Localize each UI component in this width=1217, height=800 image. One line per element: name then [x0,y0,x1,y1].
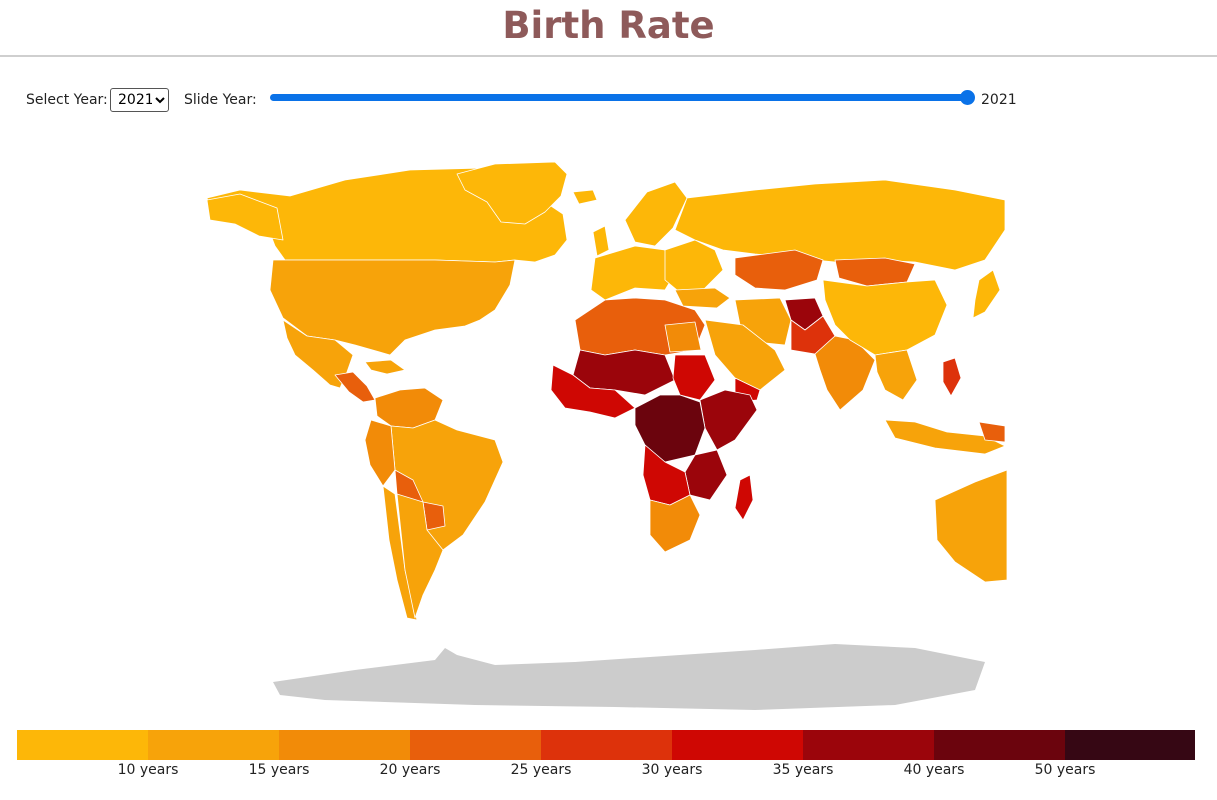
region-china[interactable] [822,279,948,356]
region-madagascar[interactable] [734,474,754,521]
year-slider-track[interactable] [270,94,970,101]
region-iceland[interactable] [572,189,598,205]
region-argentina[interactable] [396,493,444,619]
legend-swatch [541,730,672,760]
year-select[interactable]: 2021 [110,88,169,112]
region-sudan[interactable] [672,354,716,401]
legend-swatch [672,730,803,760]
region-japan[interactable] [972,269,1001,319]
year-controls: Select Year: 2021 Slide Year: 2021 [26,87,1026,113]
region-eastern-europe[interactable] [664,239,724,291]
region-philippines[interactable] [942,357,962,397]
region-india[interactable] [814,335,876,411]
region-caribbean[interactable] [364,359,406,375]
region-greenland[interactable] [456,161,568,225]
color-legend: 10 years 15 years 20 years 25 years 30 y… [17,730,1195,790]
region-antarctica [273,644,985,710]
legend-label: 35 years [772,762,834,778]
region-alaska[interactable] [206,193,284,241]
region-indonesia[interactable] [884,419,1006,455]
region-png[interactable] [978,421,1006,443]
year-slider-thumb[interactable] [960,90,975,105]
region-scandinavia[interactable] [624,181,688,247]
legend-label: 15 years [248,762,310,778]
legend-label: 30 years [641,762,703,778]
page-title: Birth Rate [502,4,715,47]
region-western-europe[interactable] [590,245,678,301]
region-australia[interactable] [934,469,1008,583]
legend-label: 25 years [510,762,572,778]
world-choropleth-map[interactable] [195,150,1015,720]
legend-swatch [803,730,934,760]
region-southeast-asia[interactable] [874,349,918,401]
region-russia[interactable] [674,179,1006,271]
region-horn-of-africa[interactable] [699,389,758,451]
region-southern-africa[interactable] [649,494,701,553]
region-turkey[interactable] [674,287,731,309]
region-mongolia[interactable] [834,257,916,287]
region-arabia[interactable] [704,319,786,391]
region-kazakhstan[interactable] [734,249,824,291]
region-peru[interactable] [364,419,396,487]
legend-label: 50 years [1034,762,1096,778]
legend-label: 40 years [903,762,965,778]
legend-swatch [410,730,541,760]
slide-year-label: Slide Year: [184,92,257,108]
region-central-africa[interactable] [634,394,706,463]
region-west-africa[interactable] [550,364,636,419]
title-divider [0,55,1217,57]
region-uk[interactable] [592,225,610,257]
legend-label: 20 years [379,762,441,778]
region-egypt[interactable] [664,321,702,353]
legend-swatch [934,730,1065,760]
region-usa[interactable] [269,259,516,356]
legend-swatch [148,730,279,760]
legend-swatch [279,730,410,760]
legend-label: 10 years [117,762,179,778]
select-year-label: Select Year: [26,92,108,108]
region-mexico[interactable] [282,319,354,389]
legend-swatch [1065,730,1195,760]
region-central-america[interactable] [334,371,376,403]
legend-swatch [17,730,148,760]
region-east-africa[interactable] [684,449,728,501]
slider-year-value: 2021 [981,92,1017,108]
